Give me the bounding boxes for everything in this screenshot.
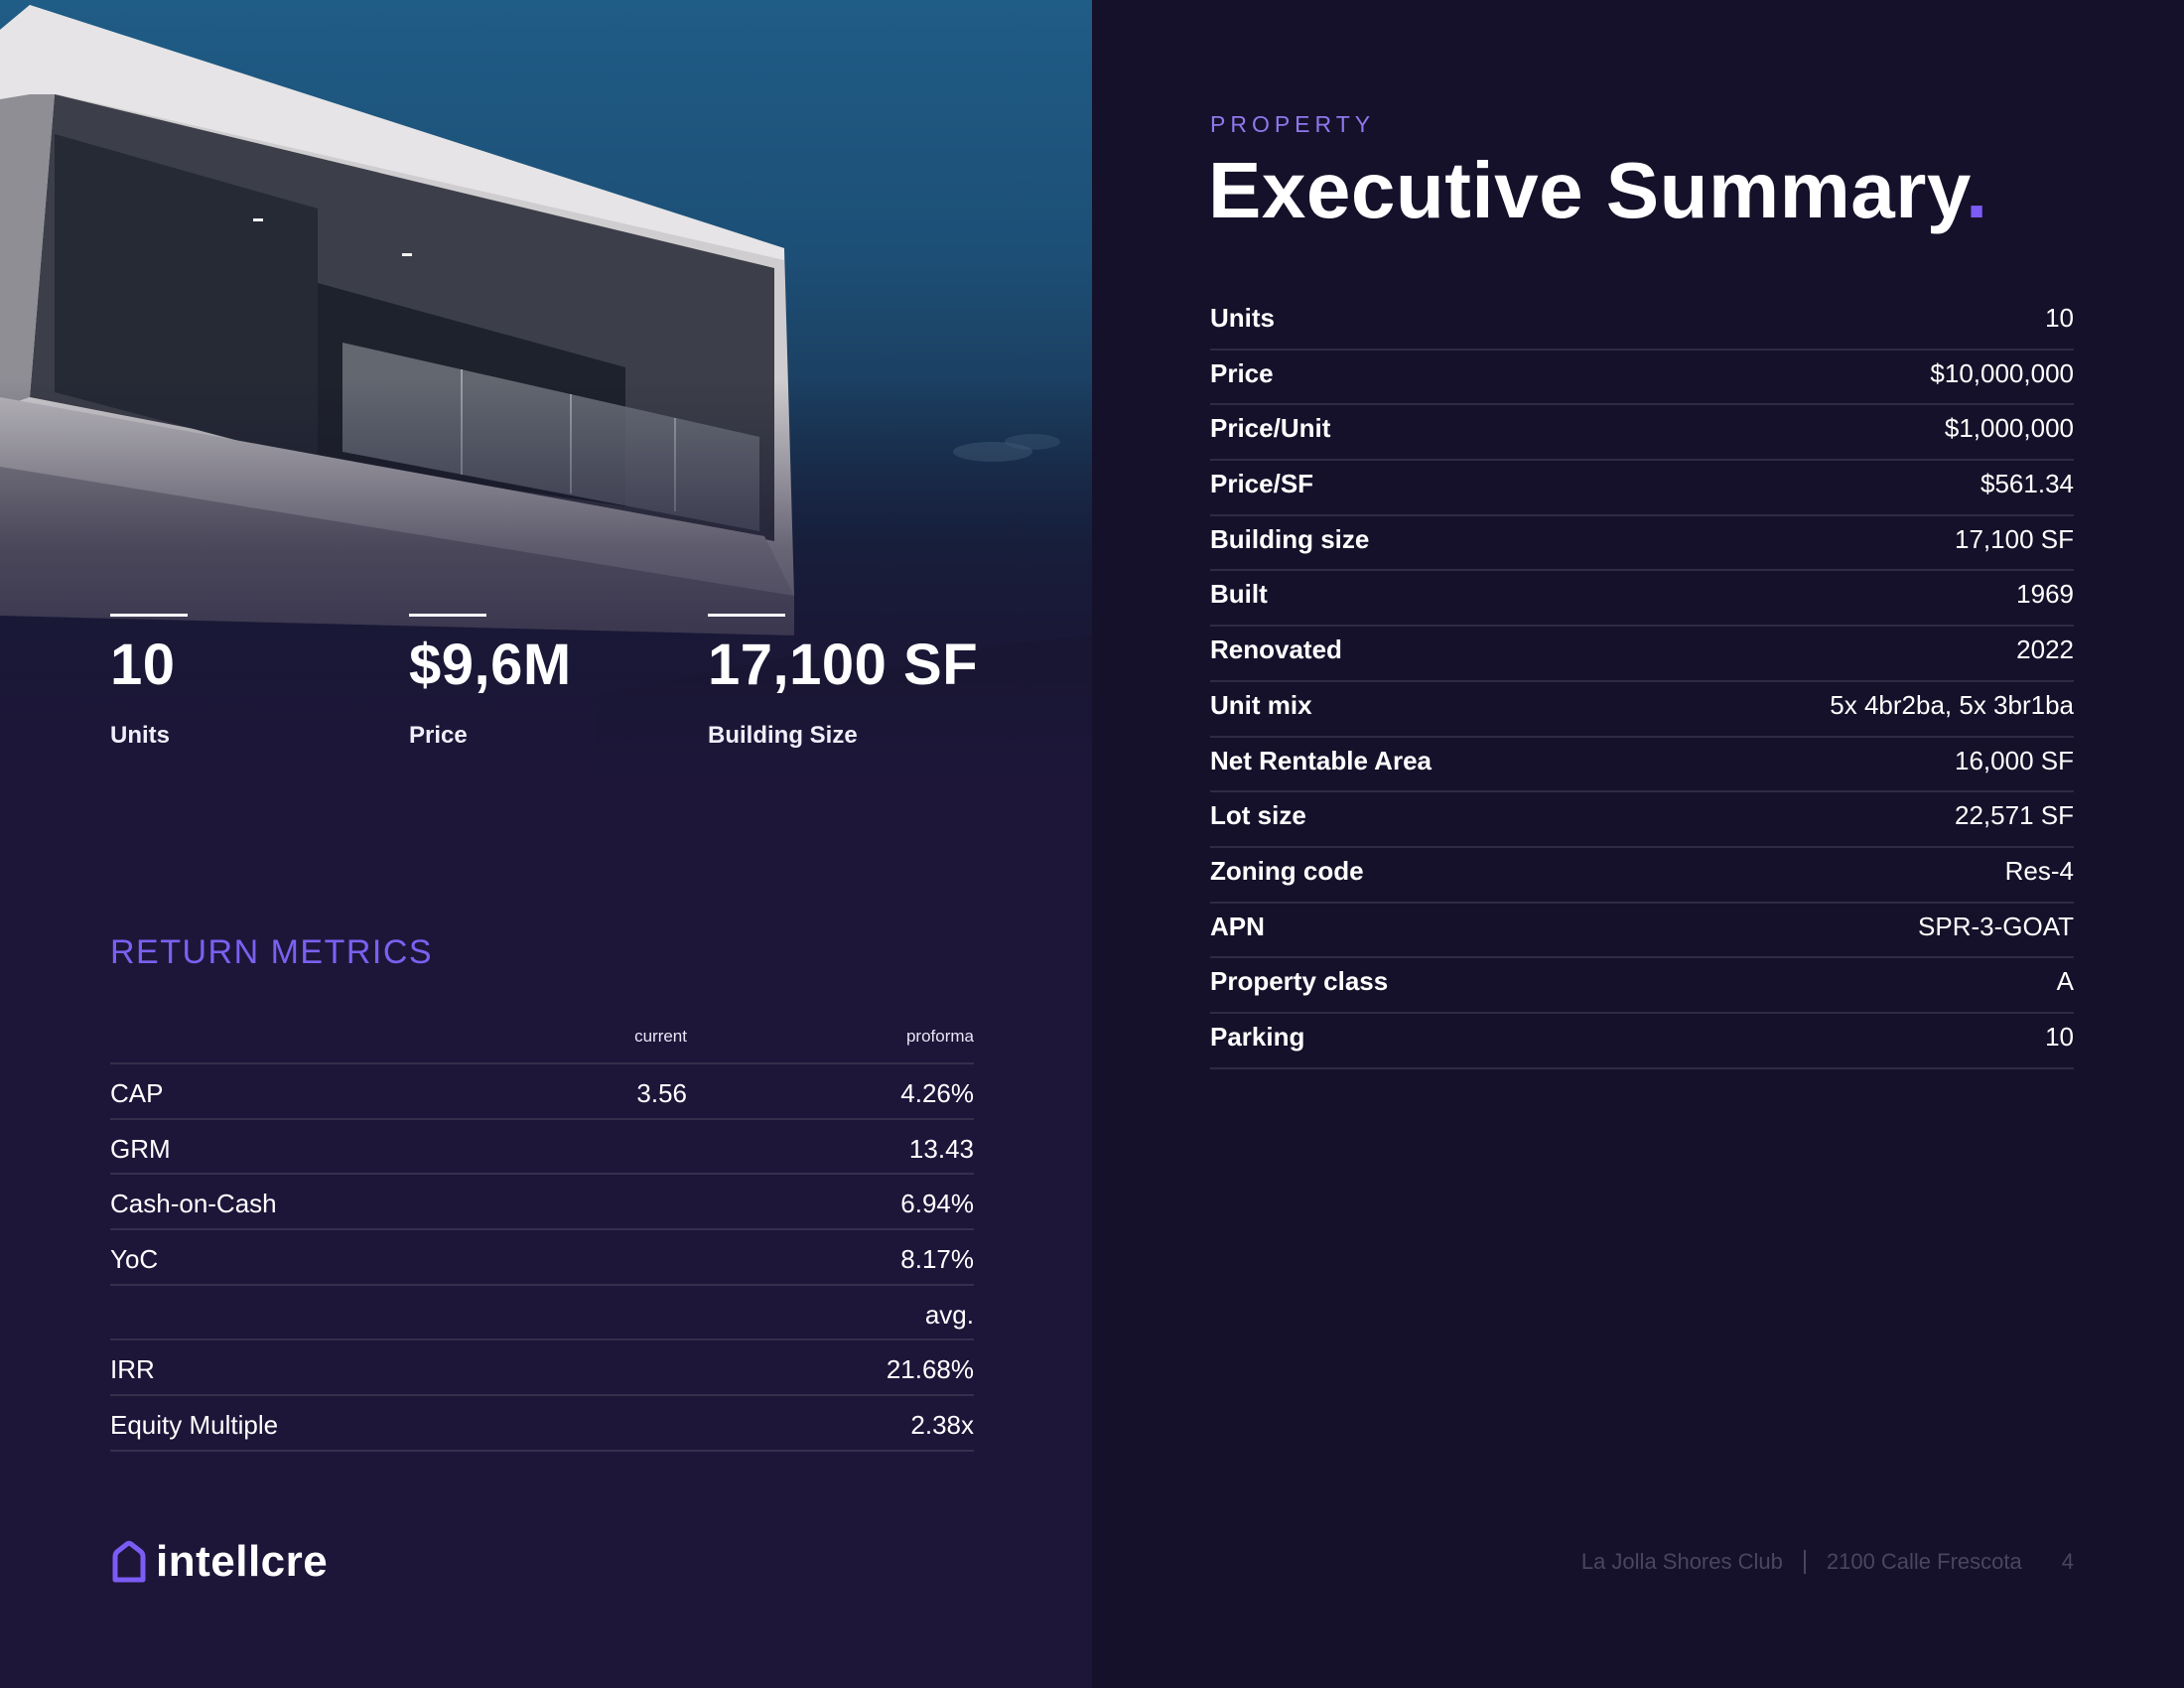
footer-divider xyxy=(1803,1550,1806,1574)
house-icon xyxy=(112,1540,146,1583)
summary-label: Property class xyxy=(1210,966,1389,997)
page-number: 4 xyxy=(2061,1549,2074,1574)
summary-value: Res-4 xyxy=(2004,855,2074,886)
brand-name: intellcre xyxy=(156,1537,329,1586)
left-panel: 10 Units $9,6M Price 17,100 SF Building … xyxy=(0,0,1092,1688)
summary-value: 5x 4br2ba, 5x 3br1ba xyxy=(1830,689,2074,720)
return-metrics-table: current proforma CAP 3.56 4.26% GRM 13.4… xyxy=(110,1023,974,1452)
metric-proforma: 21.68% xyxy=(886,1354,974,1385)
metric-label: GRM xyxy=(110,1133,171,1164)
summary-value: 1969 xyxy=(2016,579,2074,610)
metric-label: YoC xyxy=(110,1244,159,1275)
table-row: Property class A xyxy=(1210,958,2074,1014)
stat-rule xyxy=(110,614,188,617)
stat-building-size: 17,100 SF Building Size xyxy=(708,614,978,750)
summary-value: 10 xyxy=(2045,303,2074,333)
summary-value: SPR-3-GOAT xyxy=(1918,911,2074,941)
stat-rule xyxy=(409,614,486,617)
return-metrics-header-row: current proforma xyxy=(110,1023,974,1064)
summary-value: 16,000 SF xyxy=(1955,745,2074,775)
summary-label: Unit mix xyxy=(1210,689,1312,720)
stat-label: Units xyxy=(110,722,170,749)
summary-label: Lot size xyxy=(1210,800,1306,831)
stat-label: Building Size xyxy=(708,722,858,749)
metric-proforma: 6.94% xyxy=(900,1189,974,1219)
table-row: Equity Multiple 2.38x xyxy=(110,1396,974,1452)
table-row: Lot size 22,571 SF xyxy=(1210,792,2074,848)
summary-label: Price/Unit xyxy=(1210,413,1331,444)
section-eyebrow: PROPERTY xyxy=(1210,111,1376,137)
stat-price: $9,6M Price xyxy=(409,614,572,750)
stat-label: Price xyxy=(409,722,468,749)
column-header-current: current xyxy=(634,1027,687,1046)
metric-proforma: 8.17% xyxy=(900,1244,974,1275)
summary-label: Price/SF xyxy=(1210,469,1314,499)
summary-label: Built xyxy=(1210,579,1268,610)
summary-value: 2022 xyxy=(2016,634,2074,665)
table-row: APN SPR-3-GOAT xyxy=(1210,904,2074,959)
metric-label: Equity Multiple xyxy=(110,1410,279,1441)
stat-value: $9,6M xyxy=(409,633,572,697)
page-title-text: Executive Summary xyxy=(1208,146,1966,234)
stat-value: 17,100 SF xyxy=(708,633,979,697)
title-accent-dot: . xyxy=(1965,146,1988,234)
metric-proforma: 13.43 xyxy=(908,1133,974,1164)
summary-value: A xyxy=(2056,966,2074,997)
summary-label: Net Rentable Area xyxy=(1210,745,1432,775)
brand-logo: intellcre xyxy=(110,1537,328,1587)
table-row: Parking 10 xyxy=(1210,1014,2074,1069)
summary-value: 17,100 SF xyxy=(1955,523,2074,554)
stat-rule xyxy=(708,614,785,617)
metric-proforma: avg. xyxy=(924,1299,974,1330)
table-row: Zoning code Res-4 xyxy=(1210,848,2074,904)
table-row: Building size 17,100 SF xyxy=(1210,516,2074,572)
footer-property-name: La Jolla Shores Club xyxy=(1580,1549,1783,1574)
summary-label: Zoning code xyxy=(1210,855,1364,886)
table-row: Price $10,000,000 xyxy=(1210,351,2074,406)
summary-label: Renovated xyxy=(1210,634,1342,665)
metric-label: Cash-on-Cash xyxy=(110,1189,277,1219)
summary-value: 22,571 SF xyxy=(1955,800,2074,831)
executive-summary-table: Units 10 Price $10,000,000 Price/Unit $1,00… xyxy=(1210,295,2074,1069)
table-row: CAP 3.56 4.26% xyxy=(110,1064,974,1120)
table-row: Price/SF $561.34 xyxy=(1210,461,2074,516)
summary-value: 10 xyxy=(2045,1021,2074,1052)
summary-label: Building size xyxy=(1210,523,1370,554)
stat-units: 10 Units xyxy=(110,614,188,750)
metric-current: 3.56 xyxy=(636,1078,687,1108)
summary-label: Price xyxy=(1210,357,1274,388)
table-row: Unit mix 5x 4br2ba, 5x 3br1ba xyxy=(1210,682,2074,738)
metric-proforma: 2.38x xyxy=(910,1410,974,1441)
summary-label: Units xyxy=(1210,303,1275,333)
return-metrics-heading: RETURN METRICS xyxy=(110,933,434,971)
column-header-proforma: proforma xyxy=(905,1027,974,1046)
table-row: avg. xyxy=(110,1286,974,1341)
footer-address: 2100 Calle Frescota xyxy=(1826,1549,2022,1574)
stat-value: 10 xyxy=(110,633,176,697)
metric-label: CAP xyxy=(110,1078,164,1108)
hero-photo xyxy=(0,0,1092,842)
table-row: YoC 8.17% xyxy=(110,1230,974,1286)
table-row: Built 1969 xyxy=(1210,571,2074,628)
table-row: GRM 13.43 xyxy=(110,1120,974,1176)
page-title: Executive Summary. xyxy=(1208,145,1988,236)
table-row: Net Rentable Area 16,000 SF xyxy=(1210,738,2074,793)
summary-label: APN xyxy=(1210,911,1265,941)
right-panel: PROPERTY Executive Summary. Units 10 Pric… xyxy=(1092,0,2184,1688)
table-row: Price/Unit $1,000,000 xyxy=(1210,405,2074,462)
table-row: Renovated 2022 xyxy=(1210,627,2074,682)
metric-label: IRR xyxy=(110,1354,155,1385)
table-row: Cash-on-Cash 6.94% xyxy=(110,1175,974,1231)
summary-value: $10,000,000 xyxy=(1930,357,2074,388)
summary-value: $561.34 xyxy=(1980,469,2074,499)
hero-gradient-overlay xyxy=(0,0,1092,842)
table-row: Units 10 xyxy=(1210,295,2074,351)
metric-proforma: 4.26% xyxy=(900,1078,974,1108)
summary-label: Parking xyxy=(1210,1021,1305,1052)
page-footer: La Jolla Shores Club 2100 Calle Frescota… xyxy=(1544,1549,2074,1575)
summary-value: $1,000,000 xyxy=(1944,413,2074,444)
table-row: IRR 21.68% xyxy=(110,1340,974,1397)
